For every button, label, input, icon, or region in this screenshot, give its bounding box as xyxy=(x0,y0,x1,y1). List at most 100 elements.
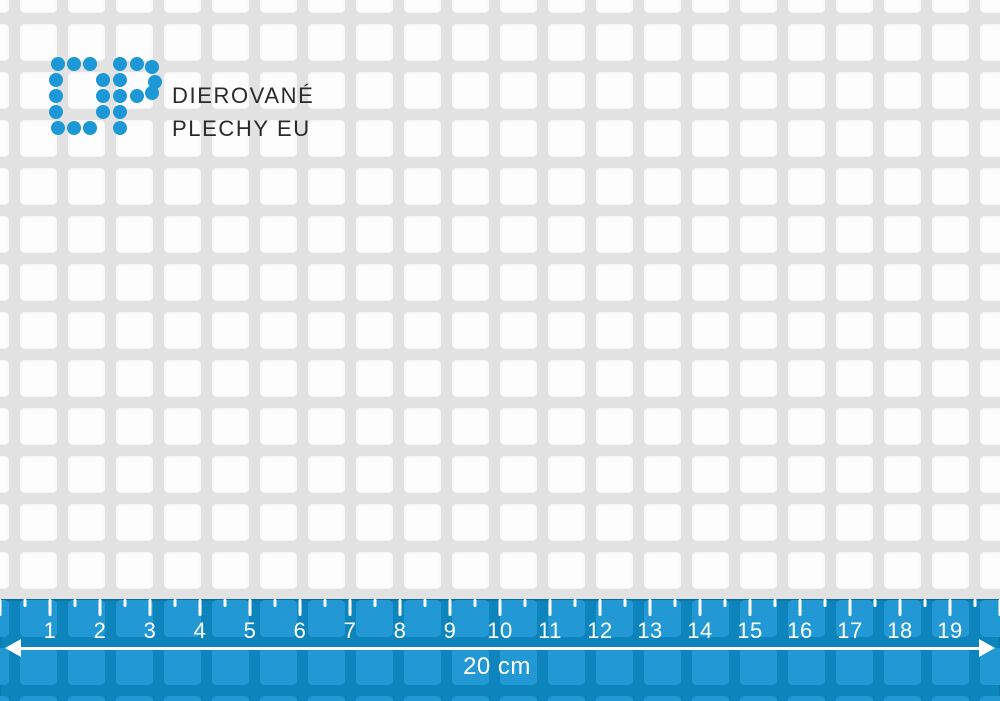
ruler-hole xyxy=(740,600,777,637)
sheet-hole xyxy=(68,408,105,445)
ruler-tick-minor xyxy=(773,599,777,607)
ruler-tick-major xyxy=(948,599,952,616)
ruler-tick-major xyxy=(148,599,152,616)
sheet-hole xyxy=(740,312,777,349)
sheet-hole xyxy=(596,72,633,109)
sheet-hole xyxy=(356,360,393,397)
sheet-hole xyxy=(884,216,921,253)
sheet-hole xyxy=(20,408,57,445)
sheet-hole xyxy=(452,264,489,301)
ruler-tick-major xyxy=(898,599,902,616)
sheet-hole xyxy=(164,0,201,13)
ruler-tick-major xyxy=(348,599,352,616)
sheet-hole xyxy=(932,552,969,589)
sheet-hole xyxy=(548,312,585,349)
ruler-hole xyxy=(68,696,105,701)
sheet-hole xyxy=(740,216,777,253)
sheet-hole xyxy=(20,216,57,253)
sheet-hole xyxy=(260,456,297,493)
sheet-hole xyxy=(68,552,105,589)
sheet-hole xyxy=(788,360,825,397)
ruler-hole xyxy=(500,696,537,701)
sheet-hole xyxy=(164,312,201,349)
sheet-hole xyxy=(308,216,345,253)
sheet-hole xyxy=(884,552,921,589)
ruler-hole xyxy=(548,696,585,701)
ruler-tick-major xyxy=(98,599,102,616)
ruler-hole xyxy=(692,696,729,701)
ruler-hole xyxy=(404,648,441,685)
sheet-hole xyxy=(260,504,297,541)
sheet-hole xyxy=(260,360,297,397)
sheet-hole xyxy=(68,0,105,13)
ruler-number: 19 xyxy=(937,618,963,643)
sheet-hole xyxy=(884,168,921,205)
ruler-hole xyxy=(740,696,777,701)
sheet-hole xyxy=(644,456,681,493)
sheet-hole xyxy=(596,552,633,589)
sheet-hole xyxy=(692,72,729,109)
ruler-hole xyxy=(740,648,777,685)
sheet-hole xyxy=(932,456,969,493)
sheet-hole xyxy=(884,24,921,61)
sheet-hole xyxy=(212,312,249,349)
sheet-hole xyxy=(932,168,969,205)
sheet-hole xyxy=(212,264,249,301)
sheet-hole xyxy=(164,72,201,109)
ruler-hole xyxy=(500,600,537,637)
ruler-number: 14 xyxy=(687,618,713,643)
sheet-hole xyxy=(356,552,393,589)
sheet-hole xyxy=(308,456,345,493)
sheet-hole xyxy=(596,408,633,445)
sheet-hole xyxy=(884,0,921,13)
ruler-hole xyxy=(308,648,345,685)
sheet-hole xyxy=(68,264,105,301)
sheet-hole xyxy=(740,120,777,157)
ruler-hole xyxy=(788,696,825,701)
sheet-hole xyxy=(116,216,153,253)
sheet-hole xyxy=(356,504,393,541)
dp-logo-icon xyxy=(49,57,162,135)
sheet-hole xyxy=(644,552,681,589)
ruler-number: 7 xyxy=(343,618,357,643)
sheet-hole xyxy=(788,264,825,301)
ruler-hole xyxy=(836,600,873,637)
sheet-hole xyxy=(404,264,441,301)
sheet-hole xyxy=(740,504,777,541)
sheet-hole xyxy=(260,264,297,301)
sheet-hole xyxy=(884,360,921,397)
sheet-hole xyxy=(884,312,921,349)
sheet-hole xyxy=(500,24,537,61)
sheet-hole xyxy=(0,504,9,541)
ruler-hole xyxy=(212,648,249,685)
ruler-tick-minor xyxy=(73,599,77,607)
sheet-hole xyxy=(884,408,921,445)
ruler-hole xyxy=(164,696,201,701)
ruler-tick-major xyxy=(598,599,602,616)
sheet-hole xyxy=(500,504,537,541)
sheet-hole xyxy=(692,168,729,205)
sheet-hole xyxy=(548,552,585,589)
sheet-hole xyxy=(452,168,489,205)
sheet-hole xyxy=(788,456,825,493)
sheet-hole xyxy=(452,504,489,541)
sheet-hole xyxy=(0,312,9,349)
sheet-hole xyxy=(0,72,9,109)
sheet-hole xyxy=(644,264,681,301)
sheet-hole xyxy=(740,24,777,61)
sheet-hole xyxy=(116,312,153,349)
sheet-hole xyxy=(836,312,873,349)
sheet-hole xyxy=(212,168,249,205)
sheet-hole xyxy=(0,408,9,445)
sheet-hole xyxy=(788,168,825,205)
sheet-hole xyxy=(788,216,825,253)
sheet-hole xyxy=(836,360,873,397)
sheet-hole xyxy=(644,120,681,157)
ruler-tick-minor xyxy=(673,599,677,607)
ruler-hole xyxy=(788,600,825,637)
sheet-hole xyxy=(788,72,825,109)
sheet-hole xyxy=(692,504,729,541)
sheet-hole xyxy=(404,504,441,541)
sheet-hole xyxy=(500,168,537,205)
sheet-hole xyxy=(356,408,393,445)
